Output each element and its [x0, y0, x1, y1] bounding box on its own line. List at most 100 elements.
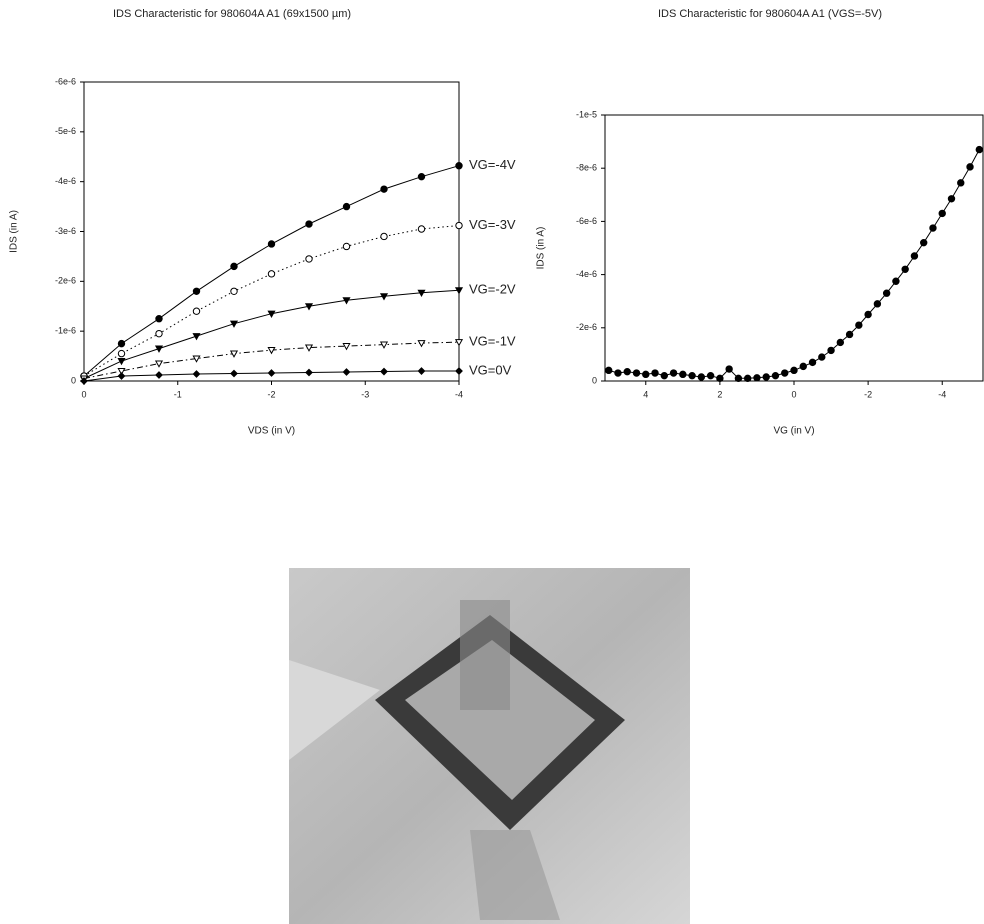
data-point	[380, 232, 388, 241]
data-point	[267, 347, 276, 355]
data-point	[267, 310, 276, 318]
data-point	[229, 320, 239, 328]
data-point	[417, 225, 426, 233]
data-point	[623, 367, 631, 376]
data-point	[155, 371, 163, 379]
data-point	[229, 350, 239, 358]
data-point	[966, 163, 974, 171]
data-point	[642, 370, 650, 379]
data-point	[743, 374, 752, 383]
x-tick-label: 4	[643, 389, 648, 399]
y-tick-label: 0	[71, 375, 76, 385]
y-tick-label: -2e-6	[576, 322, 597, 332]
data-point	[855, 321, 863, 329]
data-point	[230, 287, 238, 295]
data-point	[192, 370, 201, 378]
y-tick-label: 0	[592, 375, 597, 385]
device-contacts	[460, 600, 510, 710]
data-point	[117, 349, 126, 358]
x-tick-label: -2	[864, 389, 872, 399]
series-label: VG=-1V	[469, 334, 516, 349]
series-label: VG=-3V	[469, 217, 516, 232]
data-point	[154, 360, 164, 368]
data-point	[417, 340, 426, 348]
chart-title: IDS Characteristic for 980604A A1 (VGS=-…	[658, 8, 882, 20]
data-point	[947, 195, 956, 203]
y-tick-label: -5e-6	[55, 126, 76, 136]
data-point	[697, 373, 706, 381]
y-axis-label: IDS (in A)	[536, 227, 547, 270]
data-point	[192, 333, 201, 341]
data-point	[267, 369, 276, 377]
data-point	[380, 367, 388, 376]
data-point	[679, 370, 687, 379]
data-point	[192, 307, 201, 315]
data-point	[734, 374, 743, 383]
series-label: VG=0V	[469, 362, 512, 377]
y-tick-label: -8e-6	[576, 163, 597, 173]
data-point	[417, 172, 426, 181]
x-tick-label: 2	[717, 389, 722, 399]
data-point	[117, 339, 126, 348]
series-line	[83, 289, 460, 379]
data-point	[836, 338, 845, 347]
data-point	[192, 355, 201, 363]
data-point	[267, 240, 276, 248]
data-point	[827, 346, 835, 355]
data-point	[454, 287, 464, 295]
data-point	[910, 252, 919, 260]
data-point	[725, 365, 733, 373]
data-point	[920, 238, 928, 247]
data-point	[901, 265, 909, 273]
series-label: VG=-4V	[469, 157, 516, 172]
data-point	[873, 300, 882, 308]
x-axis-label: VDS (in V)	[248, 426, 295, 437]
plot-frame	[604, 114, 984, 382]
data-point	[380, 185, 388, 193]
data-point	[379, 341, 389, 349]
data-point	[790, 366, 798, 375]
data-point	[651, 369, 659, 377]
x-tick-label: -4	[938, 389, 946, 399]
x-tick-label: -2	[267, 389, 275, 399]
data-point	[929, 224, 937, 232]
data-point	[753, 374, 761, 382]
data-point	[342, 242, 351, 251]
x-axis-label: VG (in V)	[773, 426, 814, 437]
x-tick-label: -1	[174, 389, 182, 399]
x-tick-label: -4	[455, 389, 463, 399]
chart-title: IDS Characteristic for 980604A A1 (69x15…	[113, 8, 351, 20]
reflection	[470, 830, 560, 920]
data-point	[342, 202, 351, 211]
series-line	[608, 149, 980, 379]
data-point	[688, 371, 696, 380]
data-point	[342, 368, 351, 376]
data-point	[632, 369, 641, 377]
data-point	[957, 179, 965, 187]
y-tick-label: -2e-6	[55, 276, 76, 286]
data-point	[762, 373, 770, 381]
data-point	[417, 289, 426, 298]
y-axis-label: IDS (in A)	[9, 210, 20, 253]
y-tick-label: -4e-6	[55, 176, 76, 186]
data-point	[117, 367, 126, 376]
data-point	[230, 262, 238, 271]
data-point	[230, 369, 238, 378]
data-point	[192, 287, 201, 295]
data-point	[454, 339, 464, 347]
data-point	[305, 220, 313, 228]
x-tick-label: 0	[791, 389, 796, 399]
data-point	[938, 209, 946, 218]
y-tick-label: -3e-6	[55, 226, 76, 236]
data-point	[882, 289, 891, 297]
plot-frame	[83, 81, 460, 382]
data-point	[818, 353, 826, 361]
data-point	[155, 329, 163, 338]
data-point	[305, 255, 313, 263]
data-point	[669, 369, 678, 377]
y-tick-label: -6e-6	[55, 76, 76, 86]
y-tick-label: -4e-6	[576, 269, 597, 279]
data-point	[154, 345, 164, 353]
data-point	[706, 371, 715, 380]
